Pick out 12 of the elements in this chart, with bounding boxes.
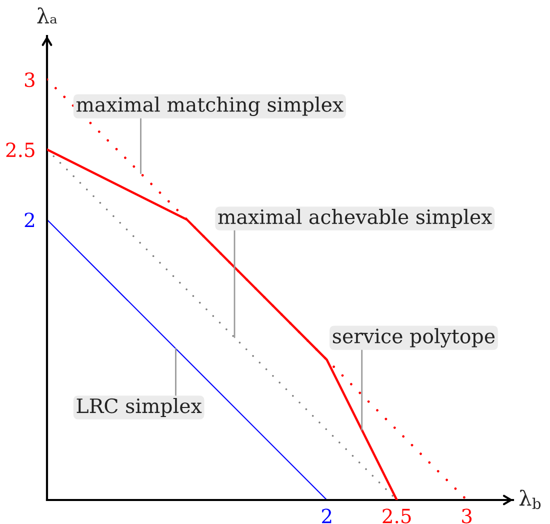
annotation: maximal matching simplex [76, 96, 344, 116]
x-tick-label: 2.5 [382, 508, 411, 524]
y-tick-label: 2 [24, 212, 34, 228]
x-tick-label: 2 [322, 508, 332, 524]
annotation: maximal achevable simplex [218, 208, 492, 228]
x-tick-label: 3 [462, 508, 472, 524]
annotation: service polytope [332, 328, 495, 348]
annotation: LRC simplex [76, 398, 202, 418]
y-axis-title: λₐ [37, 7, 58, 24]
x-axis-title: λ$_{b}$ [519, 490, 541, 510]
y-tick-label: 3 [25, 72, 34, 88]
y-tick-label: 2.5 [6, 142, 34, 158]
